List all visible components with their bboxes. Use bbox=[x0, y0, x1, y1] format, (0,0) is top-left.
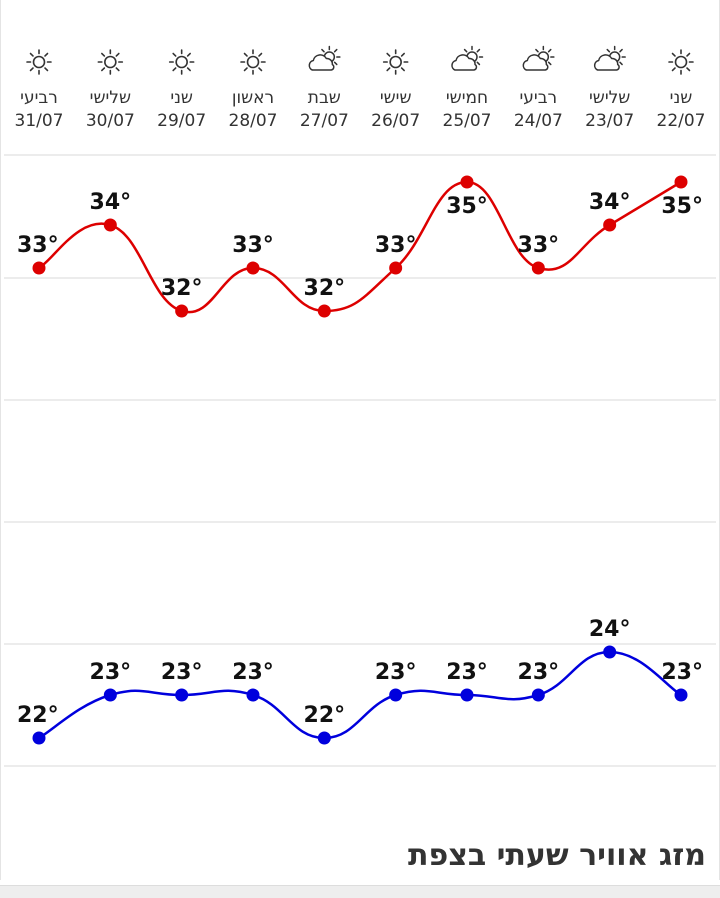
high-temp-point bbox=[103, 218, 117, 232]
low-temp-line bbox=[38, 650, 682, 740]
high-temp-point bbox=[175, 304, 189, 318]
low-temp-label: 23° bbox=[232, 660, 274, 685]
high-temp-point bbox=[674, 175, 688, 189]
high-temp-point bbox=[460, 175, 474, 189]
partly-cloudy-icon bbox=[308, 45, 341, 71]
high-temp-point bbox=[32, 261, 46, 275]
high-temp-label: 32° bbox=[161, 276, 203, 301]
day-date: 22/07 bbox=[657, 111, 706, 131]
high-temp-point bbox=[603, 218, 617, 232]
sun-icon bbox=[240, 49, 266, 75]
low-temp-point bbox=[674, 688, 688, 702]
day-date: 29/07 bbox=[157, 111, 206, 131]
low-temp-label: 24° bbox=[589, 617, 631, 642]
low-temp-point bbox=[603, 645, 617, 659]
sun-icon bbox=[26, 49, 52, 75]
partly-cloudy-icon bbox=[522, 45, 555, 71]
bottom-bar bbox=[0, 885, 720, 898]
day-name: שלישי bbox=[589, 88, 630, 108]
low-temp-label: 22° bbox=[304, 703, 346, 728]
day-date: 26/07 bbox=[371, 111, 420, 131]
low-temp-label: 23° bbox=[90, 660, 132, 685]
low-temp-point bbox=[246, 688, 260, 702]
low-temp-label: 23° bbox=[661, 660, 703, 685]
day-date: 27/07 bbox=[300, 111, 349, 131]
low-temp-point bbox=[32, 731, 46, 745]
series-lines bbox=[32, 175, 688, 745]
high-temp-label: 33° bbox=[232, 233, 274, 258]
high-temp-point bbox=[531, 261, 545, 275]
high-temp-point bbox=[246, 261, 260, 275]
high-temp-line bbox=[38, 180, 682, 314]
partly-cloudy-icon bbox=[451, 45, 484, 71]
day-date: 28/07 bbox=[229, 111, 278, 131]
sun-icon bbox=[668, 49, 694, 75]
high-temp-label: 35° bbox=[661, 194, 703, 219]
day-name: ראשון bbox=[232, 88, 274, 108]
day-name: שלישי bbox=[90, 88, 131, 108]
low-temp-label: 23° bbox=[446, 660, 488, 685]
sun-icon bbox=[97, 49, 124, 75]
low-temp-label: 22° bbox=[17, 703, 59, 728]
data-labels: 33° 34° 32° 33° 32° 33° 35° 33° 34° 35° 22° 23° 23° 2… bbox=[17, 190, 703, 728]
day-name: חמישי bbox=[446, 88, 488, 108]
day-date: 23/07 bbox=[585, 111, 634, 131]
day-name: שישי bbox=[380, 88, 412, 108]
low-temp-point bbox=[317, 731, 331, 745]
day-date: 24/07 bbox=[514, 111, 563, 131]
day-name: רביעי bbox=[519, 88, 557, 108]
sun-icon bbox=[382, 49, 409, 75]
day-name: שני bbox=[670, 88, 693, 108]
low-temp-label: 23° bbox=[375, 660, 417, 685]
low-temp-label: 23° bbox=[161, 660, 203, 685]
high-temp-point bbox=[389, 261, 403, 275]
sun-icon bbox=[168, 49, 195, 75]
grid-lines bbox=[4, 154, 716, 767]
high-temp-label: 34° bbox=[589, 190, 631, 215]
high-temp-label: 32° bbox=[304, 276, 346, 301]
high-temp-label: 33° bbox=[518, 233, 560, 258]
day-date: 31/07 bbox=[15, 111, 64, 131]
day-headers: רביעי 31/07 שלישי 30/07 שני 29/07 ראשון 28/07 שב… bbox=[15, 45, 706, 131]
day-date: 30/07 bbox=[86, 111, 135, 131]
day-name: שבת bbox=[308, 88, 341, 108]
high-temp-label: 35° bbox=[446, 194, 488, 219]
high-temp-label: 33° bbox=[375, 233, 417, 258]
day-name: שני bbox=[170, 88, 193, 108]
low-temp-label: 23° bbox=[518, 660, 560, 685]
high-temp-label: 33° bbox=[17, 233, 59, 258]
high-temp-label: 34° bbox=[90, 190, 132, 215]
page-title: מזג אוויר שעתי בצפת bbox=[408, 838, 706, 873]
day-name: רביעי bbox=[20, 88, 58, 108]
low-temp-point bbox=[389, 688, 403, 702]
partly-cloudy-icon bbox=[593, 45, 626, 71]
low-temp-point bbox=[103, 688, 117, 702]
day-date: 25/07 bbox=[443, 111, 492, 131]
low-temp-point bbox=[175, 688, 189, 702]
high-temp-point bbox=[317, 304, 331, 318]
low-temp-point bbox=[460, 688, 474, 702]
low-temp-point bbox=[531, 688, 545, 702]
temperature-chart: רביעי 31/07 שלישי 30/07 שני 29/07 ראשון 28/07 שב… bbox=[4, 45, 716, 767]
